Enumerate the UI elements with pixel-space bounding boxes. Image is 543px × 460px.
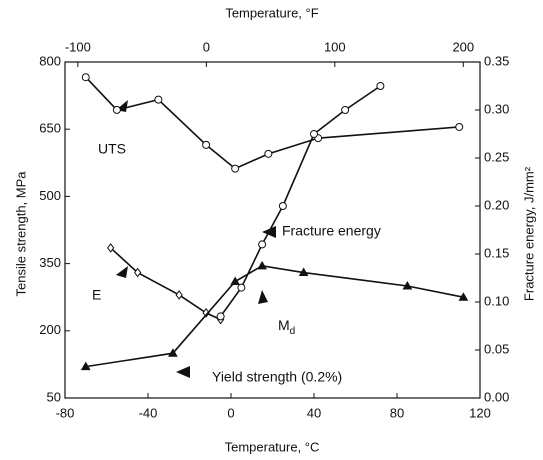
x-tick-label: -40 (139, 405, 158, 420)
series-line (219, 85, 381, 317)
marker (310, 130, 318, 138)
annotation-text: M (278, 317, 290, 333)
y-tick-label: 500 (39, 188, 61, 203)
y2-tick-label: 0.00 (484, 389, 509, 404)
y-tick-label: 50 (47, 389, 61, 404)
marker (154, 95, 163, 104)
series-label: UTS (98, 141, 126, 157)
marker (455, 122, 464, 131)
marker (458, 292, 469, 301)
x2-tick-label: 200 (452, 39, 474, 54)
y2-tick-label: 0.10 (484, 293, 509, 308)
marker (134, 267, 142, 278)
marker (168, 348, 178, 357)
marker (278, 202, 287, 210)
x-tick-label: -80 (56, 405, 75, 420)
y2-axis-label: Fracture energy, J/mm² (521, 166, 536, 301)
series-label: Yield strength (0.2%) (212, 369, 342, 385)
marker (231, 164, 240, 173)
marker (230, 276, 241, 286)
x2-axis-label: Temperature, °F (225, 5, 318, 20)
x2-tick-label: 100 (324, 39, 346, 54)
x2-tick-label: -100 (65, 39, 91, 54)
marker (80, 361, 91, 371)
marker (341, 106, 350, 114)
y-tick-label: 800 (39, 53, 61, 68)
marker (175, 290, 183, 300)
y-tick-label: 650 (39, 121, 61, 136)
marker (258, 240, 267, 249)
x-tick-label: 120 (469, 405, 491, 420)
y2-tick-label: 0.30 (484, 101, 509, 116)
marker (402, 280, 413, 290)
marker (237, 283, 246, 292)
marker (264, 149, 273, 158)
x-tick-label: 40 (307, 405, 321, 420)
marker (257, 260, 267, 270)
series-line (85, 76, 460, 170)
series-label: Fracture energy (282, 223, 381, 239)
marker (112, 105, 121, 114)
marker (107, 243, 115, 253)
y-tick-label: 200 (39, 322, 61, 337)
series-line (110, 247, 221, 321)
plot-frame (64, 61, 481, 399)
marker (81, 73, 90, 82)
x-tick-label: 80 (390, 405, 404, 420)
y-tick-label: 350 (39, 255, 61, 270)
series-label: E (92, 287, 101, 303)
y2-tick-label: 0.25 (484, 149, 509, 164)
marker (298, 267, 309, 277)
y-axis-label: Tensile strength, MPa (13, 171, 28, 297)
y2-tick-label: 0.15 (484, 245, 509, 260)
arrows (116, 100, 276, 378)
x-axis-label: Temperature, °C (225, 439, 320, 454)
y2-tick-label: 0.20 (484, 197, 509, 212)
annotation-sub: d (290, 326, 296, 337)
annotation: Md (278, 317, 295, 337)
marker (202, 140, 211, 149)
x-tick-label: 0 (227, 405, 234, 420)
series-line (85, 265, 464, 368)
y2-tick-label: 0.35 (484, 53, 509, 68)
marker (376, 82, 385, 90)
y2-tick-label: 0.05 (484, 341, 509, 356)
marker (216, 312, 225, 321)
x2-tick-label: 0 (203, 39, 210, 54)
